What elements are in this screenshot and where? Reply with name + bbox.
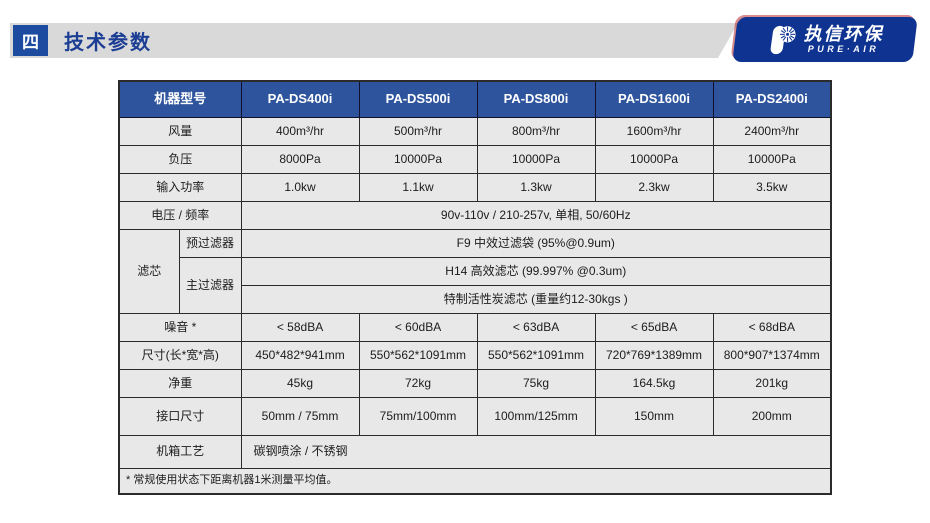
spec-cell: 550*562*1091mm [358, 340, 478, 370]
row-label-air-volume: 风量 [118, 116, 242, 146]
header-model-0: PA-DS400i [240, 80, 360, 118]
spec-cell: < 65dBA [594, 312, 714, 342]
spec-cell: 201kg [712, 368, 832, 398]
spec-cell: 100mm/125mm [476, 396, 596, 436]
row-label-main-filter: 主过滤器 [178, 256, 242, 314]
row-label-port-size: 接口尺寸 [118, 396, 242, 436]
pureair-logo: 执信环保 PURE·AIR [732, 17, 918, 62]
spec-cell: 3.5kw [712, 172, 832, 202]
footnote: * 常规使用状态下距离机器1米测量平均值。 [118, 467, 832, 495]
spec-cell: 150mm [594, 396, 714, 436]
pureair-logo-p-icon [770, 25, 796, 54]
spec-cell: 450*482*941mm [240, 340, 360, 370]
row-label-dimensions: 尺寸(长*宽*高) [118, 340, 242, 370]
spec-cell-voltage-frequency: 90v-110v / 210-257v, 单相, 50/60Hz [240, 200, 832, 230]
header-model-2: PA-DS800i [476, 80, 596, 118]
technical-spec-table: 机器型号 PA-DS400i PA-DS500i PA-DS800i PA-DS… [118, 80, 833, 495]
header-model-3: PA-DS1600i [594, 80, 714, 118]
pureair-logo-text: 执信环保 PURE·AIR [803, 24, 884, 54]
spec-cell: 10000Pa [476, 144, 596, 174]
spec-cell: 400m³/hr [240, 116, 360, 146]
spec-cell: < 68dBA [712, 312, 832, 342]
row-label-net-weight: 净重 [118, 368, 242, 398]
spec-cell: < 58dBA [240, 312, 360, 342]
section-number-badge: 四 [13, 25, 48, 56]
spec-cell: 1.1kw [358, 172, 478, 202]
spec-cell: 200mm [712, 396, 832, 436]
spec-cell: 1.3kw [476, 172, 596, 202]
row-net-weight: 净重 45kg 72kg 75kg 164.5kg 201kg [118, 368, 832, 398]
row-label-negative-pressure: 负压 [118, 144, 242, 174]
row-pre-filter: 滤芯 预过滤器 F9 中效过滤袋 (95%@0.9um) [118, 228, 832, 314]
spec-cell: 10000Pa [358, 144, 478, 174]
spec-cell: 2.3kw [594, 172, 714, 202]
row-label-noise: 噪音 * [118, 312, 242, 342]
spec-cell-main-filter-2: 特制活性炭滤芯 (重量约12-30kgs ) [240, 284, 832, 314]
spec-cell: 164.5kg [594, 368, 714, 398]
table-header-row: 机器型号 PA-DS400i PA-DS500i PA-DS800i PA-DS… [118, 80, 832, 118]
row-chassis: 机箱工艺 碳钢喷涂 / 不锈钢 [118, 434, 832, 469]
spec-cell: 1.0kw [240, 172, 360, 202]
spec-cell: 720*769*1389mm [594, 340, 714, 370]
row-voltage-frequency: 电压 / 频率 90v-110v / 210-257v, 单相, 50/60Hz [118, 200, 832, 230]
row-label-filter: 滤芯 [118, 228, 180, 314]
header-model-1: PA-DS500i [358, 80, 478, 118]
pureair-logo-inner: 执信环保 PURE·AIR [735, 17, 915, 62]
section-number: 四 [22, 33, 39, 52]
spec-cell-pre-filter: F9 中效过滤袋 (95%@0.9um) [240, 228, 832, 258]
spec-cell: 72kg [358, 368, 478, 398]
row-noise: 噪音 * < 58dBA < 60dBA < 63dBA < 65dBA < 6… [118, 312, 832, 342]
brand-name-cn: 执信环保 [803, 24, 884, 44]
spec-cell: < 60dBA [358, 312, 478, 342]
page-title: 技术参数 [64, 32, 152, 54]
section-header-bar [10, 23, 738, 58]
spec-cell-main-filter-1: H14 高效滤芯 (99.997% @0.3um) [240, 256, 832, 286]
spec-cell: 75mm/100mm [358, 396, 478, 436]
row-label-pre-filter: 预过滤器 [178, 228, 242, 258]
spec-cell: 800*907*1374mm [712, 340, 832, 370]
spec-cell: 550*562*1091mm [476, 340, 596, 370]
row-label-chassis: 机箱工艺 [118, 434, 242, 469]
spec-cell: 8000Pa [240, 144, 360, 174]
brand-name-en: PURE·AIR [807, 44, 880, 54]
spec-cell: 45kg [240, 368, 360, 398]
row-label-input-power: 输入功率 [118, 172, 242, 202]
spec-cell-chassis: 碳钢喷涂 / 不锈钢 [240, 434, 832, 469]
spec-cell: < 63dBA [476, 312, 596, 342]
header-model-label: 机器型号 [118, 80, 242, 118]
row-negative-pressure: 负压 8000Pa 10000Pa 10000Pa 10000Pa 10000P… [118, 144, 832, 174]
spec-cell: 75kg [476, 368, 596, 398]
spec-cell: 500m³/hr [358, 116, 478, 146]
row-main-filter-1: 主过滤器 H14 高效滤芯 (99.997% @0.3um) [119, 256, 832, 314]
row-label-voltage-frequency: 电压 / 频率 [118, 200, 242, 230]
spec-cell: 2400m³/hr [712, 116, 832, 146]
spec-cell: 800m³/hr [476, 116, 596, 146]
spec-cell: 1600m³/hr [594, 116, 714, 146]
row-footnote: * 常规使用状态下距离机器1米测量平均值。 [118, 467, 832, 495]
row-input-power: 输入功率 1.0kw 1.1kw 1.3kw 2.3kw 3.5kw [118, 172, 832, 202]
spec-cell: 50mm / 75mm [240, 396, 360, 436]
spec-cell: 10000Pa [594, 144, 714, 174]
spec-cell: 10000Pa [712, 144, 832, 174]
header-model-4: PA-DS2400i [712, 80, 832, 118]
row-port-size: 接口尺寸 50mm / 75mm 75mm/100mm 100mm/125mm … [118, 396, 832, 436]
row-main-filter-2: 特制活性炭滤芯 (重量约12-30kgs ) [119, 284, 832, 314]
row-dimensions: 尺寸(长*宽*高) 450*482*941mm 550*562*1091mm 5… [118, 340, 832, 370]
row-air-volume: 风量 400m³/hr 500m³/hr 800m³/hr 1600m³/hr … [118, 116, 832, 146]
